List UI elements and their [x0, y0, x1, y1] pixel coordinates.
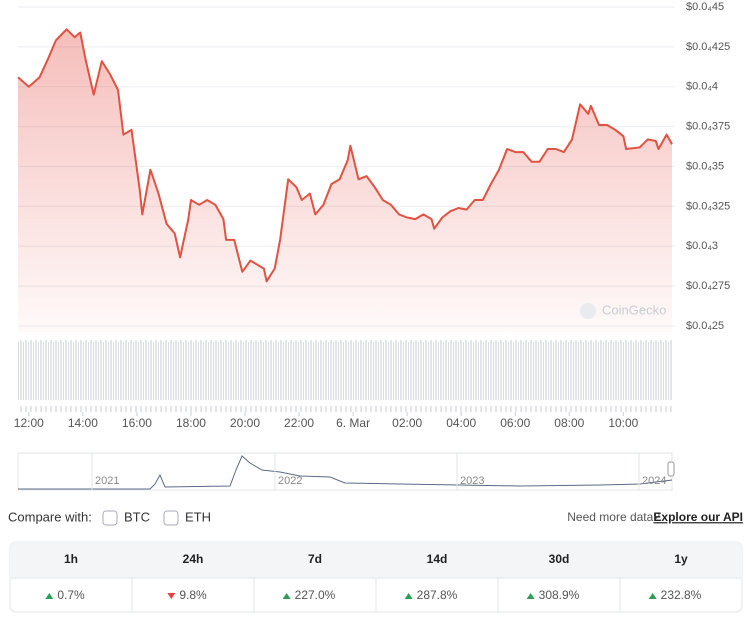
period-header: 7d: [308, 552, 322, 566]
period-header: 30d: [549, 552, 570, 566]
y-tick-label: $0.0₄425: [686, 41, 730, 53]
x-tick-label: 20:00: [230, 416, 260, 430]
change-value: 9.8%: [179, 588, 207, 602]
arrow-down: [167, 593, 176, 599]
change-value: 227.0%: [295, 588, 336, 602]
navigator-label: 2023: [460, 475, 484, 487]
compare-option[interactable]: BTC: [124, 509, 150, 524]
x-tick-label: 22:00: [284, 416, 314, 430]
y-tick-label: $0.0₄45: [686, 1, 724, 13]
navigator-handle[interactable]: [667, 461, 675, 477]
x-tick-label: 04:00: [446, 416, 476, 430]
change-value: 232.8%: [661, 588, 702, 602]
x-tick-label: 02:00: [392, 416, 422, 430]
api-prompt: Need more data?: [567, 510, 660, 524]
navigator-labels: 2021 2022 2023 2024: [91, 453, 666, 490]
api-link[interactable]: Explore our API: [653, 510, 743, 524]
period-header: 14d: [427, 552, 448, 566]
y-tick-label: $0.0₄275: [686, 280, 730, 292]
x-tick-label: 6. Mar: [336, 416, 370, 430]
area-fill: [18, 29, 672, 333]
x-tick-label: 14:00: [68, 416, 98, 430]
navigator: [17, 452, 675, 491]
checkbox[interactable]: [163, 510, 179, 526]
navigator-label: 2024: [642, 475, 666, 487]
table-header: [10, 542, 742, 578]
compare-option[interactable]: ETH: [185, 509, 211, 524]
change-value: 308.9%: [539, 588, 580, 602]
compare-label: Compare with:: [8, 509, 92, 524]
y-tick-label: $0.0₄325: [686, 200, 730, 212]
watermark: CoinGecko: [602, 302, 666, 317]
navigator-label: 2022: [278, 475, 302, 487]
plot-area: [17, 6, 675, 333]
arrow-up: [404, 593, 413, 599]
arrow-up: [648, 593, 657, 599]
x-tick-label: 10:00: [608, 416, 638, 430]
period-header: 24h: [183, 552, 204, 566]
arrow-up: [282, 593, 291, 599]
y-tick-label: $0.0₄375: [686, 121, 730, 133]
arrow-up: [526, 593, 535, 599]
checkbox[interactable]: [102, 510, 118, 526]
x-tick-label: 08:00: [554, 416, 584, 430]
change-value: 287.8%: [417, 588, 458, 602]
performance-table: [9, 541, 743, 613]
x-tick-label: 12:00: [14, 416, 44, 430]
y-tick-label: $0.0₄25: [686, 320, 724, 332]
period-header: 1y: [674, 552, 688, 566]
y-tick-label: $0.0₄4: [686, 81, 718, 93]
period-header: 1h: [64, 552, 78, 566]
x-tick-label: 16:00: [122, 416, 152, 430]
y-tick-label: $0.0₄35: [686, 160, 724, 172]
arrow-up: [45, 593, 54, 599]
change-value: 0.7%: [57, 588, 85, 602]
x-tick-label: 06:00: [500, 416, 530, 430]
y-tick-label: $0.0₄3: [686, 240, 718, 252]
navigator-label: 2021: [95, 475, 119, 487]
watermark-logo: [580, 303, 596, 319]
price-line: [17, 28, 673, 283]
x-tick-label: 18:00: [176, 416, 206, 430]
performance-cells: 1h 0.7% 24h 9.8% 7d 227.0% 14d 287.8% 30d 308.9% 1…: [45, 552, 702, 612]
volume-bars: [18, 340, 672, 412]
compare-row: Compare with: BTC ETH Need more data? Ex…: [8, 509, 743, 526]
navigator-line: [18, 455, 673, 490]
